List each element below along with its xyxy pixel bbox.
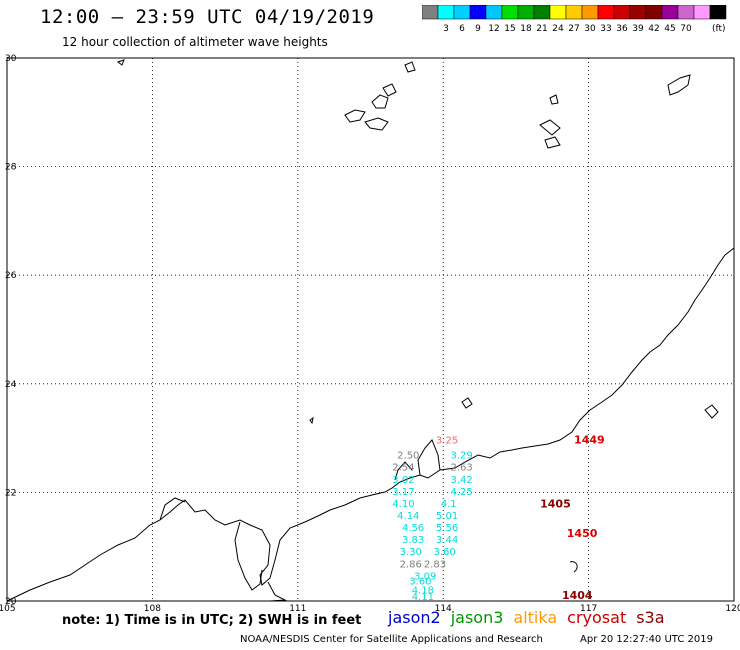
leizhou-peninsula [234, 521, 263, 591]
lon-tick-label: 105 [0, 604, 16, 614]
lat-tick-label: 20 [5, 597, 17, 607]
wave-height-value: 3.25 [436, 436, 458, 447]
colorbar-label: 70 [680, 24, 692, 34]
island-zhoushan-1 [344, 109, 366, 123]
lon-tick-label: 108 [144, 604, 161, 614]
colorbar-label: 33 [600, 24, 611, 34]
lat-tick-label: 22 [5, 488, 16, 498]
island-east-2 [544, 136, 561, 149]
colorbar-label: 18 [520, 24, 532, 34]
wave-height-value: 2.54 [392, 463, 414, 474]
colorbar-label: 36 [616, 24, 628, 34]
pass-time-label: 1449 [574, 434, 605, 447]
wave-height-value: 4.14 [397, 511, 419, 522]
colorbar-label: 30 [584, 24, 596, 34]
pearl-river-estuary [417, 439, 441, 476]
map-title: 12:00 – 23:59 UTC 04/19/2019 [40, 6, 375, 28]
lat-lon-grid [7, 58, 734, 601]
colorbar-label: 39 [632, 24, 644, 34]
wave-height-value: 3.60 [409, 577, 431, 588]
wave-height-value: 4.56 [402, 523, 424, 534]
island-south-1 [461, 397, 473, 409]
colorbar-legend: 3 6 9 12 15 18 21 24 27 30 33 36 39 42 45 70 (ft) [422, 5, 727, 34]
island-zhoushan-3 [364, 117, 389, 131]
island-zhoushan-4 [382, 83, 397, 97]
wave-height-value: 5.56 [436, 523, 458, 534]
wave-height-value: 3.30 [400, 547, 422, 558]
satellite-altika: altika [513, 608, 558, 627]
note-text: note: 1) Time is in UTC; 2) SWH is in fe… [62, 613, 362, 628]
lat-tick-label: 30 [5, 54, 17, 64]
island-ne-2 [116, 59, 125, 66]
satellite-jason2: jason2 [388, 608, 441, 627]
wave-height-value: 2.63 [450, 463, 472, 474]
satellite-legend: jason2 jason3 altika cryosat s3a [388, 608, 675, 627]
wave-height-value: 3.02 [392, 475, 414, 486]
colorbar-label: 21 [536, 24, 547, 34]
coastline [6, 59, 735, 602]
colorbar-label: 27 [568, 24, 579, 34]
satellite-s3a: s3a [636, 608, 665, 627]
credit-text: NOAA/NESDIS Center for Satellite Applica… [240, 634, 543, 645]
lat-tick-label: 26 [5, 271, 17, 281]
wave-height-value: 2.83 [424, 559, 446, 570]
colorbar-label: 6 [459, 24, 465, 34]
colorbar-label: 3 [443, 24, 449, 34]
wave-height-value: 4.25 [450, 487, 472, 498]
axis-tick-labels: 105 108 111 114 117 120 30 28 26 24 22 20 [0, 54, 740, 614]
wave-height-value: 3.83 [402, 535, 424, 546]
pass-time-label: 1450 [567, 527, 598, 540]
wave-height-value: 5.01 [436, 511, 458, 522]
map-frame [6, 57, 735, 602]
wave-height-value: 3.17 [392, 487, 414, 498]
coastal-detail-1 [159, 497, 186, 521]
colorbar-label: 12 [488, 24, 499, 34]
colorbar-unit: (ft) [712, 24, 726, 34]
colorbar-swatch [709, 5, 727, 20]
lon-tick-label: 114 [435, 604, 452, 614]
wave-height-value: 2.50 [397, 451, 419, 462]
map-subtitle: 12 hour collection of altimeter wave hei… [62, 35, 328, 49]
island-south-2 [309, 416, 314, 425]
pass-time-label: 1405 [540, 498, 571, 511]
wave-height-value: 3.42 [450, 475, 472, 486]
lat-tick-label: 28 [5, 163, 17, 173]
colorbar-label: 24 [552, 24, 564, 34]
lon-tick-label: 120 [725, 604, 740, 614]
wave-height-value: 3.44 [436, 535, 458, 546]
lat-tick-label: 24 [5, 380, 17, 390]
colorbar-label: 9 [475, 24, 481, 34]
colorbar-label: 15 [504, 24, 515, 34]
satellite-jason3: jason3 [450, 608, 504, 627]
wave-height-value: 3.09 [414, 571, 436, 582]
island-north-1 [404, 61, 416, 73]
island-hainan-fragment [267, 581, 287, 602]
coastal-detail-2 [394, 461, 413, 481]
wave-height-value: 3.29 [450, 451, 472, 462]
lon-tick-label: 117 [580, 604, 597, 614]
island-small-ring [569, 561, 578, 573]
pass-time-labels: 1449 1405 1450 1404 [540, 434, 605, 602]
island-zhoushan-2 [371, 94, 389, 109]
wave-height-value: 2.86 [400, 559, 422, 570]
wave-height-values: 2.50 3.25 3.29 2.54 2.63 3.02 3.42 3.17 4.25 4.10… [392, 436, 472, 603]
island-east-1 [539, 119, 561, 136]
wave-height-value: 4.10 [392, 499, 414, 510]
pass-time-label: 1404 [562, 589, 593, 602]
wave-height-value: 3.60 [434, 547, 456, 558]
wave-height-value: 4.11 [412, 592, 434, 603]
lon-tick-label: 111 [289, 604, 306, 614]
island-taiwan-strait [704, 404, 719, 419]
timestamp-text: Apr 20 12:27:40 UTC 2019 [580, 634, 713, 645]
island-north-2 [549, 94, 559, 105]
satellite-cryosat: cryosat [567, 608, 627, 627]
wave-height-value: 4.1 [441, 499, 457, 510]
colorbar-label: 45 [664, 24, 675, 34]
colorbar-label: 42 [648, 24, 659, 34]
mainland-coastline [6, 247, 735, 602]
wave-height-value: 4.18 [412, 585, 434, 596]
island-ne-1 [667, 74, 691, 96]
